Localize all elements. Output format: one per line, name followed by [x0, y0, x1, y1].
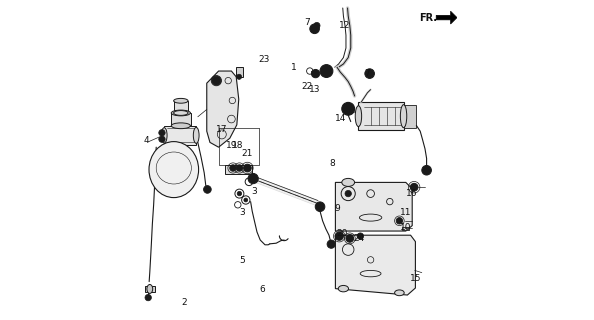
Circle shape — [244, 164, 251, 172]
Circle shape — [204, 186, 211, 193]
Circle shape — [327, 240, 336, 248]
Circle shape — [314, 22, 320, 29]
Circle shape — [145, 294, 151, 301]
Circle shape — [311, 69, 320, 78]
Circle shape — [346, 235, 353, 242]
Circle shape — [396, 218, 403, 224]
Text: 14: 14 — [334, 114, 346, 123]
Circle shape — [159, 136, 165, 142]
Text: 23: 23 — [258, 55, 270, 64]
Bar — [236, 67, 242, 77]
Ellipse shape — [193, 127, 199, 143]
Ellipse shape — [400, 105, 407, 128]
Text: 3: 3 — [251, 188, 257, 196]
Ellipse shape — [394, 290, 404, 296]
Bar — [403, 105, 416, 128]
Text: 20: 20 — [336, 229, 347, 238]
Circle shape — [310, 24, 320, 34]
Text: 12: 12 — [339, 21, 350, 30]
Circle shape — [410, 183, 418, 191]
Bar — [164, 126, 196, 145]
Text: FR.: FR. — [419, 12, 437, 23]
Ellipse shape — [173, 111, 188, 116]
Polygon shape — [336, 182, 412, 231]
Ellipse shape — [171, 123, 191, 129]
Text: 3: 3 — [240, 208, 245, 217]
Circle shape — [212, 76, 221, 85]
Text: 4: 4 — [143, 136, 148, 145]
Polygon shape — [207, 71, 239, 147]
Text: 7: 7 — [304, 18, 309, 27]
Circle shape — [357, 233, 364, 239]
Bar — [402, 227, 409, 230]
Bar — [358, 102, 404, 130]
Polygon shape — [436, 11, 457, 24]
Text: 8: 8 — [329, 159, 335, 168]
Circle shape — [315, 202, 325, 212]
Circle shape — [230, 165, 236, 171]
Circle shape — [320, 65, 333, 77]
Ellipse shape — [162, 128, 167, 143]
Bar — [145, 286, 154, 292]
Ellipse shape — [342, 179, 355, 186]
Circle shape — [237, 191, 242, 196]
Text: 24: 24 — [354, 234, 365, 243]
Text: 19: 19 — [226, 141, 237, 150]
Circle shape — [365, 69, 374, 78]
Bar — [225, 165, 252, 174]
Ellipse shape — [149, 141, 198, 198]
Polygon shape — [336, 235, 415, 295]
Ellipse shape — [171, 110, 191, 116]
Text: 16: 16 — [406, 189, 418, 198]
Ellipse shape — [338, 285, 349, 292]
Text: 10: 10 — [400, 223, 412, 232]
Text: 18: 18 — [232, 141, 244, 150]
Bar — [170, 113, 191, 126]
Circle shape — [236, 165, 242, 171]
Text: 21: 21 — [242, 149, 253, 158]
Text: 5: 5 — [240, 256, 245, 265]
Circle shape — [335, 232, 343, 240]
Text: 7: 7 — [365, 69, 370, 78]
Text: 11: 11 — [400, 208, 412, 217]
Text: 15: 15 — [410, 274, 421, 283]
Circle shape — [422, 165, 431, 175]
Circle shape — [244, 198, 248, 202]
Text: 9: 9 — [334, 204, 340, 212]
Text: 17: 17 — [216, 125, 228, 134]
Ellipse shape — [173, 99, 188, 103]
Text: 13: 13 — [309, 85, 320, 94]
Text: 6: 6 — [259, 285, 265, 294]
Circle shape — [236, 74, 242, 79]
Text: 22: 22 — [302, 82, 313, 91]
Bar — [174, 101, 188, 113]
Circle shape — [342, 102, 355, 115]
Circle shape — [159, 130, 165, 136]
Circle shape — [248, 173, 258, 184]
Ellipse shape — [147, 284, 153, 293]
Text: 1: 1 — [291, 63, 296, 72]
Text: 2: 2 — [182, 298, 187, 307]
Circle shape — [345, 190, 352, 197]
Ellipse shape — [355, 106, 362, 127]
